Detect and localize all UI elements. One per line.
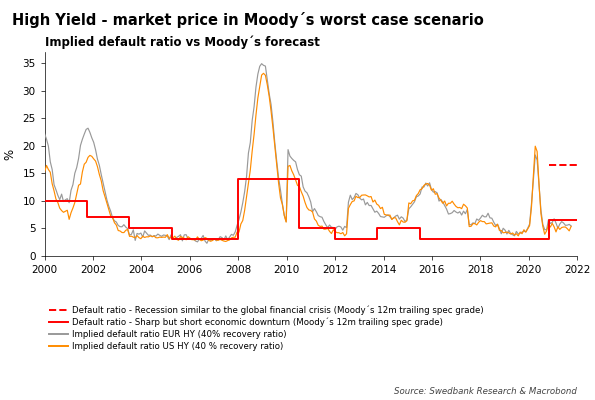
Text: High Yield - market price in Moody´s worst case scenario: High Yield - market price in Moody´s wor… [12,12,484,28]
Text: Implied default ratio vs Moody´s forecast: Implied default ratio vs Moody´s forecas… [45,36,320,50]
Text: Source: Swedbank Research & Macrobond: Source: Swedbank Research & Macrobond [394,387,577,396]
Y-axis label: %: % [4,148,17,160]
Legend: Default ratio - Recession similar to the global financial crisis (Moody´s 12m tr: Default ratio - Recession similar to the… [49,305,484,351]
